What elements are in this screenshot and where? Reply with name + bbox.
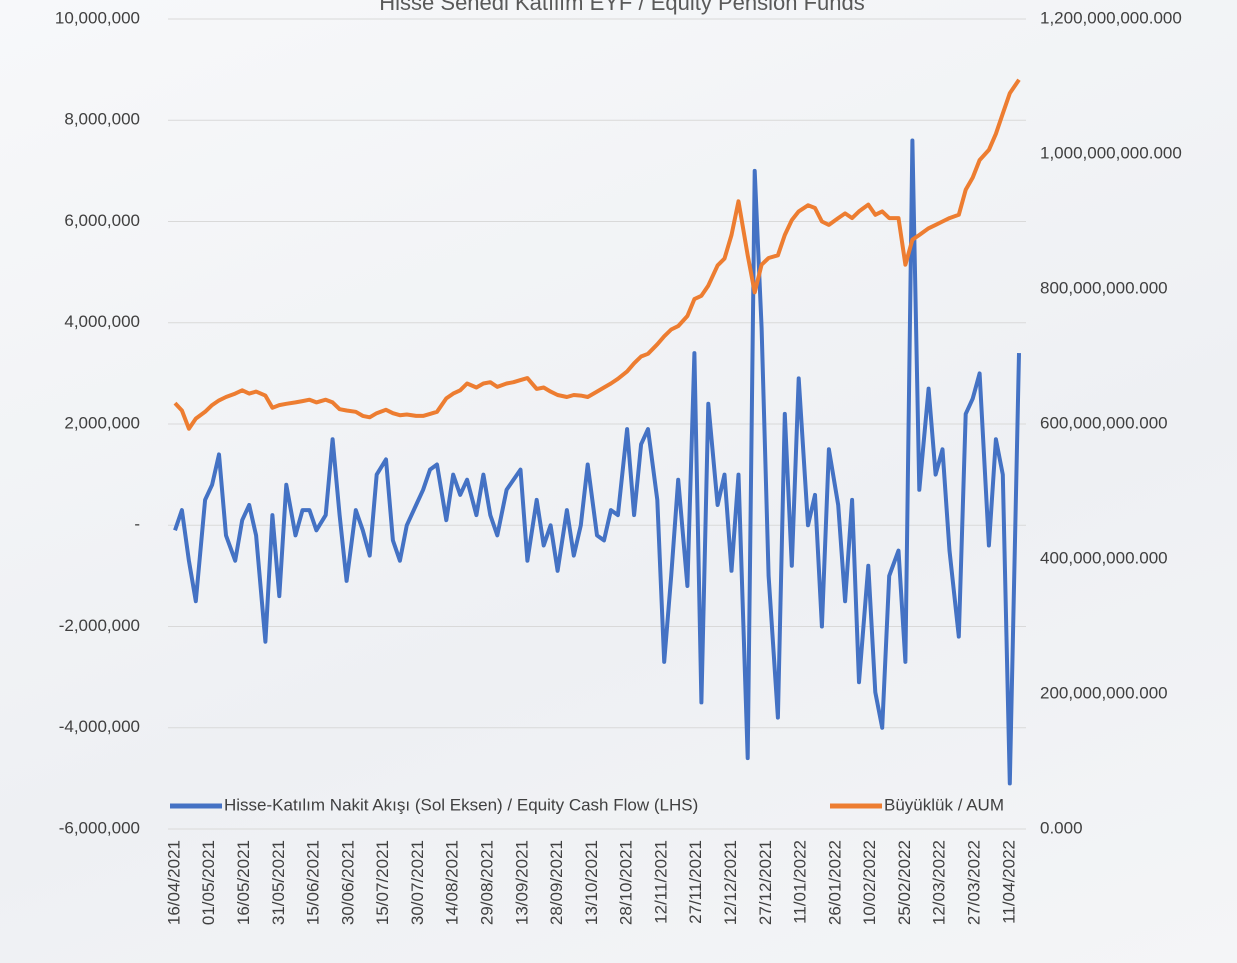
x-tick-label: 12/03/2022: [930, 840, 949, 925]
x-tick-label: 28/10/2021: [617, 840, 636, 925]
y-tick-label: -4,000,000: [59, 717, 140, 736]
y2-tick-label: 1,200,000,000.000: [1040, 8, 1182, 27]
x-tick-label: 30/06/2021: [338, 840, 357, 925]
y-tick-label: 2,000,000: [64, 413, 140, 432]
y2-tick-label: 800,000,000.000: [1040, 278, 1168, 297]
x-tick-label: 29/08/2021: [477, 840, 496, 925]
x-tick-label: 11/04/2022: [999, 840, 1018, 924]
chart-title: Hisse Senedi Katılım EYF / Equity Pensio…: [379, 0, 864, 15]
x-tick-label: 16/04/2021: [164, 840, 183, 925]
x-tick-label: 16/05/2021: [234, 840, 253, 925]
y-tick-label: -2,000,000: [59, 616, 140, 635]
x-tick-label: 27/11/2021: [686, 840, 705, 924]
y2-tick-label: 400,000,000.000: [1040, 548, 1168, 567]
x-tick-label: 26/01/2022: [825, 840, 844, 925]
x-tick-label: 27/12/2021: [756, 840, 775, 925]
series-line: [173, 78, 1021, 431]
y-tick-label: -: [134, 515, 140, 534]
y2-tick-label: 0.000: [1040, 818, 1083, 837]
x-tick-label: 11/01/2022: [791, 840, 810, 924]
y-tick-label: -6,000,000: [59, 818, 140, 837]
y-tick-label: 6,000,000: [64, 211, 140, 230]
series-line: [173, 138, 1021, 786]
x-tick-label: 13/10/2021: [582, 840, 601, 925]
x-tick-label: 10/02/2022: [860, 840, 879, 925]
legend-label: Hisse-Katılım Nakit Akışı (Sol Eksen) / …: [224, 795, 698, 814]
y2-tick-label: 1,000,000,000.000: [1040, 143, 1182, 162]
y-tick-label: 8,000,000: [64, 110, 140, 129]
x-tick-label: 15/07/2021: [373, 840, 392, 925]
x-tick-label: 13/09/2021: [512, 840, 531, 925]
x-tick-label: 12/12/2021: [721, 840, 740, 925]
x-tick-label: 27/03/2022: [964, 840, 983, 925]
legend-label: Büyüklük / AUM: [884, 795, 1004, 814]
x-tick-label: 12/11/2021: [651, 840, 670, 924]
y2-tick-label: 200,000,000.000: [1040, 683, 1168, 702]
x-tick-label: 14/08/2021: [443, 840, 462, 925]
x-tick-label: 01/05/2021: [199, 840, 218, 925]
x-tick-label: 31/05/2021: [269, 840, 288, 925]
x-tick-label: 28/09/2021: [547, 840, 566, 925]
y-tick-label: 10,000,000: [55, 8, 140, 27]
x-tick-label: 30/07/2021: [408, 840, 427, 925]
y-tick-label: 4,000,000: [64, 312, 140, 331]
x-tick-label: 15/06/2021: [304, 840, 323, 925]
y2-tick-label: 600,000,000.000: [1040, 413, 1168, 432]
x-tick-label: 25/02/2022: [895, 840, 914, 925]
